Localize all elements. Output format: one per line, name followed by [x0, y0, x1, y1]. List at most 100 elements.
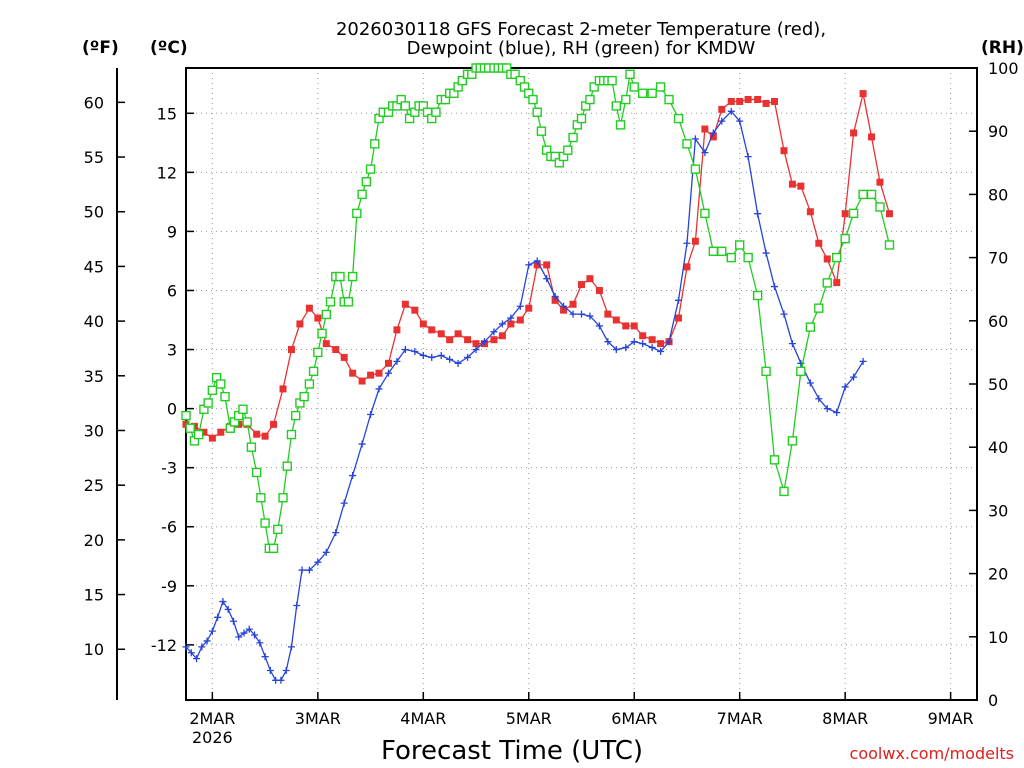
- dewpoint-point: [472, 346, 480, 354]
- rh-point: [779, 486, 789, 497]
- rh-point: [822, 278, 832, 288]
- rh-point: [317, 328, 327, 339]
- rh-point: [260, 518, 270, 528]
- dewpoint-point: [446, 355, 454, 363]
- rh-point: [347, 271, 358, 282]
- temperature-point: [490, 336, 498, 344]
- temperature-point: [375, 369, 383, 377]
- grid-lines: [186, 68, 977, 700]
- dewpoint-point: [718, 117, 726, 125]
- rh-tick-label: 10: [988, 628, 1008, 647]
- dewpoint-point: [349, 472, 357, 480]
- celsius-tick-label: 0: [167, 400, 177, 419]
- rh-point: [752, 290, 763, 301]
- dewpoint-point: [384, 369, 392, 377]
- rh-point: [299, 391, 309, 402]
- dewpoint-point: [498, 320, 506, 328]
- dewpoint-point: [612, 346, 620, 354]
- x-tick-sublabel: 2026: [192, 728, 233, 747]
- temperature-point: [648, 336, 656, 344]
- dewpoint-point: [788, 340, 796, 348]
- x-tick-label: 3MAR: [295, 709, 341, 728]
- temperature-point: [551, 296, 559, 304]
- rh-point: [343, 297, 354, 307]
- x-tick-label: 2MAR: [189, 709, 235, 728]
- fahrenheit-unit-label: (ºF): [82, 38, 119, 58]
- rh-point: [203, 398, 213, 408]
- dewpoint-point: [841, 383, 849, 391]
- rh-point: [313, 347, 323, 358]
- tick-labels: -12 -9 -6 -3 0 3 6 9 12 15 10 15 20 25 30 35 40 45 50 55 60 0…: [84, 59, 1019, 747]
- rh-point: [304, 379, 315, 389]
- x-tick-label: 4MAR: [400, 709, 446, 728]
- dewpoint-point: [480, 338, 488, 346]
- dewpoint-point: [235, 633, 243, 641]
- dewpoint-point: [859, 357, 867, 365]
- rh-point: [568, 132, 578, 143]
- rh-point: [352, 208, 362, 219]
- celsius-tick-label: -9: [161, 577, 177, 596]
- fahrenheit-tick-label: 20: [84, 531, 104, 550]
- dewpoint-point: [261, 653, 269, 661]
- series-rh: [181, 63, 895, 554]
- temperature-point: [560, 306, 568, 314]
- source-credit: coolwx.com/modelts: [850, 744, 1014, 763]
- dewpoint-point: [256, 639, 264, 647]
- rh-point: [325, 297, 336, 307]
- temperature-point: [472, 340, 480, 348]
- dewpoint-point: [305, 566, 313, 574]
- temperature-point: [411, 306, 419, 314]
- rh-point: [848, 208, 859, 219]
- temperature-point: [736, 97, 744, 105]
- rh-point: [832, 252, 842, 263]
- dewpoint-point: [533, 257, 541, 265]
- fahrenheit-tick-label: 40: [84, 312, 104, 331]
- dewpoint-point: [266, 666, 274, 674]
- temperature-point: [464, 336, 472, 344]
- temperature-point: [314, 314, 322, 322]
- temperature-point: [815, 239, 823, 247]
- temperature-point: [622, 322, 630, 330]
- temperature-point: [612, 316, 620, 324]
- temperature-point: [217, 428, 225, 436]
- x-axis-label: Forecast Time (UTC): [381, 736, 643, 766]
- x-tick-label: 6MAR: [611, 709, 657, 728]
- rh-tick-label: 40: [988, 438, 1008, 457]
- rh-point: [655, 82, 666, 92]
- temperature-point: [868, 133, 876, 141]
- rh-tick-label: 30: [988, 501, 1008, 520]
- rh-point: [787, 436, 798, 446]
- celsius-tick-label: -3: [161, 459, 177, 478]
- rh-point: [282, 461, 292, 471]
- rh-point: [607, 75, 617, 86]
- rh-point: [335, 271, 345, 282]
- temperature-point: [578, 281, 585, 289]
- temperature-point: [287, 346, 295, 354]
- dewpoint-point: [358, 440, 366, 448]
- temperature-point: [279, 385, 287, 393]
- dewpoint-point: [507, 314, 515, 322]
- rh-point: [858, 189, 868, 200]
- temperature-point: [208, 434, 216, 442]
- temperature-point: [595, 286, 603, 294]
- temperature-point: [393, 326, 401, 334]
- rh-point: [690, 164, 701, 174]
- rh-point: [216, 379, 226, 389]
- fahrenheit-tick-label: 10: [84, 640, 104, 659]
- rh-tick-label: 100: [988, 59, 1019, 78]
- rh-unit-label: (RH): [981, 38, 1024, 58]
- temperature-point: [349, 369, 357, 377]
- temperature-point: [683, 263, 691, 271]
- dewpoint-point: [780, 310, 788, 318]
- dewpoint-point: [586, 312, 594, 320]
- temperature-point: [833, 279, 841, 287]
- celsius-tick-label: 9: [167, 222, 177, 241]
- rh-point: [290, 410, 301, 421]
- temperature-point: [428, 326, 436, 334]
- dewpoint-point: [683, 239, 691, 247]
- dewpoint-point: [762, 249, 770, 257]
- temperature-point: [586, 275, 594, 283]
- celsius-unit-label: (ºC): [150, 38, 188, 58]
- temperature-point: [543, 261, 551, 269]
- dewpoint-point: [560, 302, 568, 310]
